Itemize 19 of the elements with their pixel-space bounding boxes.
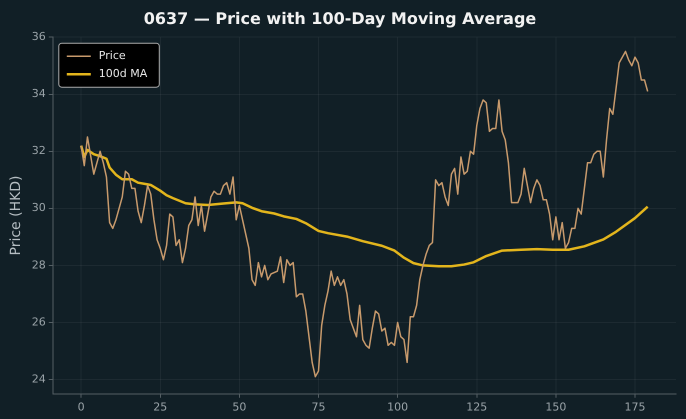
y-axis-title: Price (HKD) xyxy=(8,175,24,256)
x-tick-label: 75 xyxy=(312,400,326,414)
x-tick-label: 50 xyxy=(232,400,246,414)
x-tick-label: 175 xyxy=(624,400,646,414)
y-tick-label: 26 xyxy=(32,315,46,328)
legend-label: Price xyxy=(98,49,126,62)
y-tick-label: 34 xyxy=(32,87,46,100)
y-tick-label: 32 xyxy=(32,144,46,158)
x-tick-label: 0 xyxy=(78,400,85,414)
x-tick-label: 150 xyxy=(545,400,566,414)
y-tick-label: 30 xyxy=(32,201,46,214)
x-tick-label: 125 xyxy=(466,400,488,414)
y-tick-label: 24 xyxy=(32,372,46,386)
x-tick-label: 100 xyxy=(387,400,408,414)
y-tick-label: 28 xyxy=(32,258,46,272)
legend-label: 100d MA xyxy=(98,67,148,80)
y-tick-label: 36 xyxy=(32,30,46,44)
x-tick-label: 25 xyxy=(153,400,168,414)
chart-title: 0637 — Price with 100-Day Moving Average xyxy=(144,8,536,28)
